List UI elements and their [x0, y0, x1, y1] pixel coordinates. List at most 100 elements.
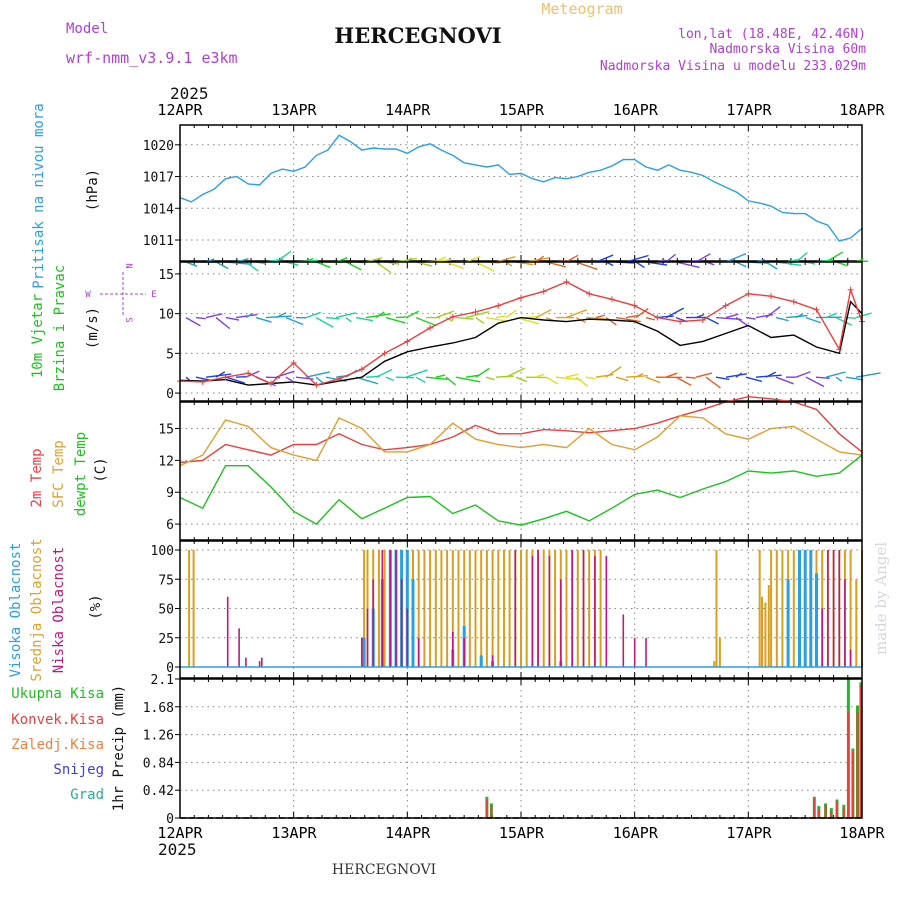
clouds-bar: [827, 550, 829, 667]
clouds-bar: [381, 550, 384, 667]
clouds-frame: [179, 540, 863, 679]
clouds-bar: [844, 579, 846, 668]
legend-conv: Konvek.Kisa: [11, 712, 104, 728]
clouds-bar: [406, 608, 409, 667]
clouds-bar: [599, 550, 602, 667]
clouds-bar: [770, 550, 773, 667]
clouds-bar: [485, 550, 488, 667]
clouds-bar: [565, 550, 568, 667]
wind-arrow: [645, 376, 661, 384]
clouds-bar: [576, 550, 579, 667]
temperature-frame: [179, 401, 863, 541]
wind-arrow: [495, 375, 514, 378]
clouds-bar: [362, 637, 366, 668]
temperature-ytick-label: 12: [158, 454, 174, 469]
temperature-series-2m-temp: [179, 395, 863, 464]
clouds-bar: [261, 657, 263, 667]
clouds-bar: [588, 550, 591, 667]
wind-ylabels: 10m Vjetar Brzina i Pravac (m/s) N S W E: [30, 263, 157, 391]
clouds-bar: [838, 550, 841, 667]
pressure-ylabels: Pritisak na nivou mora (hPa): [31, 103, 101, 288]
wind-arrow: [465, 255, 481, 263]
wind-arrow: [735, 317, 750, 328]
clouds-bar: [372, 579, 374, 668]
wind-arrow: [215, 317, 231, 330]
wind-arrow: [665, 307, 685, 319]
wind-arrow: [505, 367, 526, 378]
wind-arrow: [825, 371, 846, 378]
wind-arrow: [225, 316, 240, 321]
wind-arrow: [605, 317, 617, 326]
wind-arrow: [375, 311, 385, 319]
wind-arrow: [375, 369, 393, 378]
wind-arrow: [815, 376, 830, 379]
clouds-bar: [803, 550, 807, 667]
wind-arrow: [665, 253, 676, 263]
wind-arrow: [725, 252, 747, 263]
wind-arrow: [345, 261, 362, 271]
legend-snow: Snijeg: [53, 762, 104, 778]
wind-arrow: [355, 316, 374, 322]
wind-arrow: [745, 316, 756, 320]
bottom-title: HERCEGNOVI: [332, 862, 436, 878]
bottom-date-label: 16APR: [613, 824, 659, 842]
wind-arrow: [695, 253, 711, 263]
clouds-bar: [767, 585, 770, 667]
clouds-bar: [548, 555, 551, 667]
wind-arrow: [765, 371, 777, 378]
bottom-date-labels: 12APR 13APR 14APR 15APR 16APR 17APR 18AP…: [157, 824, 885, 842]
wind-arrow: [445, 261, 465, 270]
lonlat-label: lon,lat (18.48E, 42.46N): [678, 27, 866, 42]
bottom-date-label: 15APR: [499, 824, 545, 842]
wind-arrow: [345, 317, 352, 323]
precip-bar: [836, 801, 838, 818]
clouds-bar: [821, 608, 823, 667]
precip-bar: [842, 808, 845, 818]
clouds-bar: [457, 550, 460, 667]
clouds-bar: [622, 614, 625, 667]
wind-arrow: [595, 314, 606, 319]
wind-arrow: [275, 250, 292, 263]
wind-arrow: [695, 372, 713, 378]
top-date-label: 18APR: [839, 101, 885, 119]
clouds-bar: [582, 550, 585, 667]
model-label: Model: [66, 21, 108, 37]
wind-arrow: [795, 371, 811, 378]
wind-arrow: [555, 376, 582, 381]
model-elevation-label: Nadmorska Visina u modelu 233.029m: [600, 59, 866, 74]
pressure-ytick-label: 1014: [143, 202, 174, 217]
wind-arrow: [465, 311, 490, 319]
compass-w: W: [85, 290, 91, 300]
clouds-bar: [411, 579, 415, 668]
clouds-bar: [245, 657, 247, 667]
wind-arrow: [645, 316, 656, 321]
wind-arrow: [405, 369, 428, 378]
clouds-bar: [474, 550, 477, 667]
clouds-bar: [463, 637, 465, 668]
clouds-ytick-label: 25: [158, 632, 174, 647]
clouds-bar: [761, 596, 763, 667]
pressure-ytick-label: 1020: [143, 139, 174, 154]
clouds-ytick-label: 75: [158, 573, 174, 588]
clouds-bar: [855, 579, 858, 668]
clouds-bar: [383, 550, 386, 667]
wind-arrow: [215, 261, 229, 270]
clouds-bar: [452, 631, 454, 667]
wind-arrow: [435, 374, 446, 378]
wind-arrow: [545, 261, 566, 268]
temperature-ytick-label: 9: [166, 486, 174, 501]
clouds-bar: [531, 555, 534, 667]
top-date-label: 13APR: [271, 101, 317, 119]
clouds-bar: [423, 550, 426, 667]
wind-arrow: [305, 371, 330, 378]
wind-arrow: [485, 376, 495, 381]
clouds-bar: [605, 555, 608, 667]
clouds-ytick-label: 50: [158, 603, 174, 618]
temperature-series-sfc-temp: [179, 415, 863, 467]
wind-arrow: [475, 317, 485, 324]
wind-arrow: [705, 316, 720, 325]
wind-ylabel-2: Brzina i Pravac: [52, 265, 68, 391]
clouds-bar: [645, 637, 647, 668]
bottom-date-label: 17APR: [726, 824, 772, 842]
elevation-label: Nadmorska Visina 60m: [709, 42, 866, 57]
